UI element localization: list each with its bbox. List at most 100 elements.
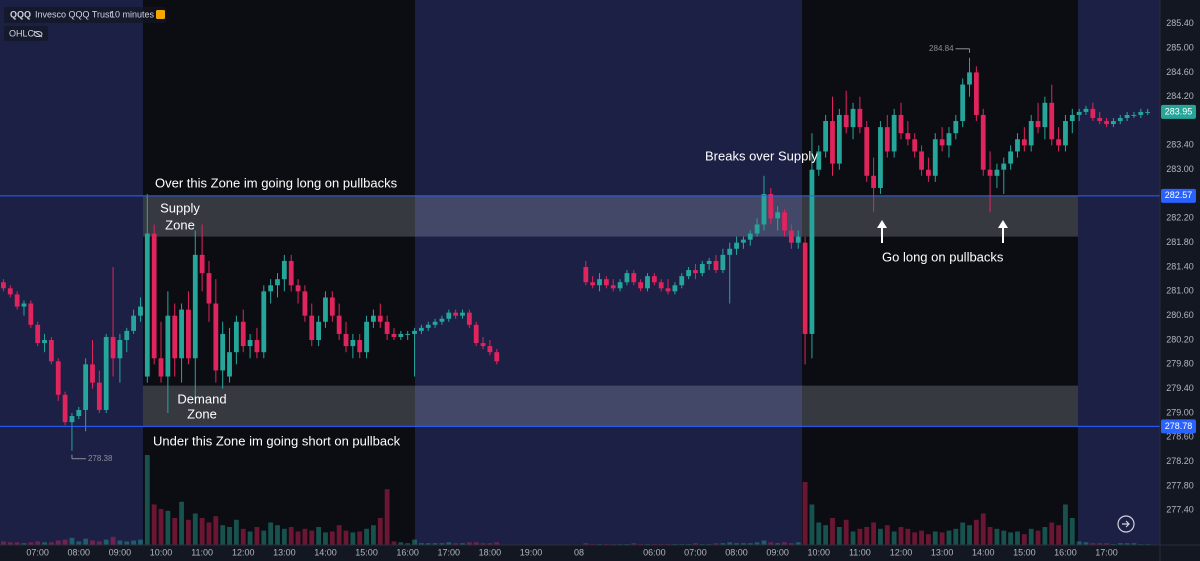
indicator[interactable]: OHLC	[9, 28, 35, 38]
y-tick-label: 285.00	[1166, 42, 1194, 52]
candle-body	[973, 72, 979, 115]
volume-bar	[48, 542, 54, 545]
volume-bar	[1008, 532, 1014, 545]
volume-bar	[741, 543, 746, 545]
candle-body	[665, 288, 671, 292]
volume-bar	[932, 531, 938, 545]
regular-session	[143, 0, 415, 545]
candle-body	[926, 169, 931, 176]
candle-body	[233, 321, 239, 353]
candle-body	[90, 364, 95, 383]
x-tick-label: 17:00	[1095, 547, 1118, 557]
candle-body	[775, 212, 781, 219]
volume-bar	[973, 519, 979, 545]
volume-bar	[227, 527, 232, 545]
candle-body	[179, 309, 184, 359]
price-label-bg	[1161, 419, 1196, 434]
candle-body	[953, 121, 959, 134]
volume-bar	[494, 542, 500, 545]
volume-bar	[891, 531, 897, 545]
candle-body	[795, 236, 801, 243]
x-tick-label: 14:00	[314, 547, 337, 557]
y-tick-label: 279.80	[1166, 359, 1194, 369]
candle-body	[1104, 121, 1109, 125]
x-tick-label: 19:00	[520, 547, 543, 557]
volume-bar	[446, 542, 452, 545]
candle-body	[391, 333, 397, 337]
y-tick-label: 277.80	[1166, 480, 1194, 490]
volume-bar	[734, 543, 739, 545]
candle-body	[631, 273, 637, 283]
candle-body	[323, 297, 328, 322]
volume-bar	[288, 527, 294, 545]
candle-body	[638, 282, 644, 289]
volume-bar	[62, 539, 68, 545]
volume-bar	[364, 528, 369, 545]
candle-body	[603, 279, 609, 286]
candle-body	[21, 303, 27, 307]
volume-bar	[754, 542, 760, 545]
volume-bar	[240, 528, 246, 545]
volume-bar	[795, 542, 801, 545]
candle-body	[138, 306, 143, 316]
candle-body	[610, 285, 616, 289]
annotation: Breaks over Supply	[705, 148, 818, 163]
volume-bar	[405, 543, 411, 545]
candle-body	[302, 291, 308, 316]
volume-bar	[960, 522, 966, 545]
candle-body	[83, 364, 89, 410]
market-icon	[156, 10, 165, 19]
candle-body	[69, 416, 75, 423]
volume-bar	[90, 540, 95, 545]
indicator-bg	[4, 26, 48, 41]
volume-bar	[487, 543, 493, 545]
zone-label: Zone	[165, 217, 195, 232]
symbol[interactable]: QQQ	[10, 9, 31, 19]
candle-body	[1056, 139, 1061, 146]
volume-bar	[96, 541, 102, 545]
candle-body	[220, 333, 226, 371]
candle-body	[747, 233, 753, 240]
volume-bar	[233, 519, 239, 545]
candle-body	[124, 330, 130, 341]
volume-bar	[823, 525, 829, 545]
hide-icon[interactable]	[33, 30, 43, 38]
candle-body	[412, 330, 417, 334]
candle-body	[371, 315, 376, 322]
volume-bar	[1056, 525, 1061, 545]
y-tick-label: 281.80	[1166, 237, 1194, 247]
volume-bar	[281, 528, 287, 545]
volume-bar	[583, 543, 589, 545]
volume-bar	[775, 543, 781, 545]
volume-bar	[1001, 530, 1007, 545]
volume-bar	[69, 537, 75, 545]
candle-body	[172, 315, 178, 359]
volume-bar	[905, 528, 911, 545]
y-tick-label: 281.40	[1166, 261, 1194, 271]
candle-body	[1001, 163, 1007, 170]
volume-bar	[323, 532, 328, 545]
interval[interactable]: 10 minutes	[110, 9, 155, 19]
candle-body	[1, 282, 6, 289]
candle-body	[439, 318, 445, 322]
volume-bar	[453, 543, 459, 545]
x-tick-label: 13:00	[931, 547, 954, 557]
candle-body	[734, 242, 739, 249]
y-tick-label: 282.20	[1166, 213, 1194, 223]
candle-body	[487, 346, 493, 353]
volume-bar	[254, 527, 260, 545]
candle-body	[405, 333, 411, 335]
volume-bar	[946, 530, 952, 545]
scroll-button[interactable]	[1117, 515, 1135, 533]
volume-bar	[912, 532, 918, 545]
candle-body	[364, 321, 369, 353]
candle-body	[480, 343, 486, 347]
y-tick-label: 281.00	[1166, 286, 1194, 296]
candle-body	[850, 108, 856, 128]
volume-bar	[343, 530, 349, 545]
volume-bar	[994, 528, 1000, 545]
y-tick-label: 277.40	[1166, 505, 1194, 515]
last-price-bg	[1161, 104, 1196, 119]
candle-body	[912, 139, 918, 152]
volume-bar	[371, 525, 376, 545]
